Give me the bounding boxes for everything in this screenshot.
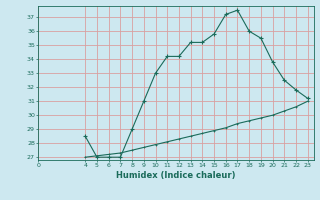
X-axis label: Humidex (Indice chaleur): Humidex (Indice chaleur): [116, 171, 236, 180]
